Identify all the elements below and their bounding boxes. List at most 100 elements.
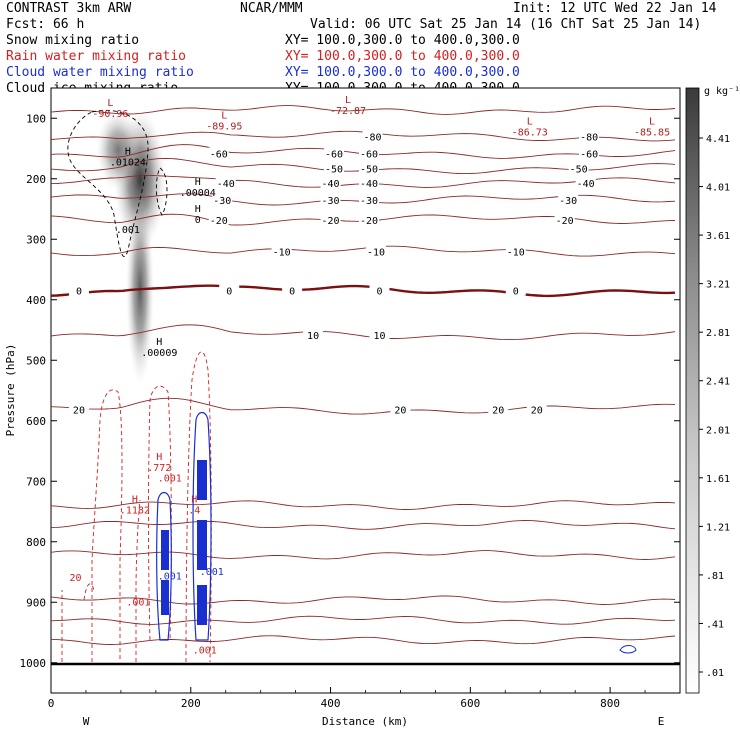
extremum-value: .01024 — [110, 158, 146, 169]
temperature-contour — [51, 397, 676, 415]
extremum-value: -86.73 — [512, 127, 548, 138]
contour-label-bg — [568, 162, 589, 174]
contour-label-bg — [212, 193, 233, 205]
temperature-contour-label: -40 — [322, 179, 340, 190]
rain-contour-4 — [185, 351, 212, 663]
temperature-contour — [51, 500, 676, 510]
temperature-contour-label: 0 — [513, 287, 519, 298]
x-tick-label: 600 — [460, 697, 480, 710]
extremum-value: 0 — [195, 215, 201, 226]
extremum-marker: L — [107, 98, 113, 109]
contour-label-bg — [362, 130, 383, 142]
field-snow-name: Snow mixing ratio — [6, 33, 139, 48]
temperature-contour-label: 0 — [226, 287, 232, 298]
colorbar-ticks: 4.41 4.01 3.61 3.21 2.81 2.41 2.01 1.61 1.21 .81.… — [699, 134, 730, 679]
contour-label-bg — [358, 147, 379, 159]
temperature-contour-label: 20 — [394, 405, 406, 416]
extremum-value: .00009 — [141, 348, 177, 359]
temperature-contour — [51, 520, 676, 530]
cloud-ice-contour — [67, 109, 149, 257]
model-title: CONTRAST 3km ARW — [6, 1, 131, 16]
field-snow-xy: XY= 100.0,300.0 to 400.0,300.0 — [285, 33, 520, 48]
plot-contents: -80 -80-60 -60 -60 -60-50 -50 -50-40 -40 -40 -40-… — [51, 95, 680, 666]
temperature-contour — [51, 324, 676, 341]
temperature-contour-label: 10 — [373, 331, 385, 342]
contour-label-bg — [303, 328, 324, 340]
extremum-marker: H — [191, 494, 197, 505]
extremum-marker: H — [156, 337, 162, 348]
colorbar-tick-label: .41 — [706, 619, 724, 630]
temperature-contour-label: -30 — [322, 196, 340, 207]
temperature-contour — [51, 105, 676, 115]
temperature-contour-label: 20 — [492, 405, 504, 416]
temperature-contour-label: 0 — [376, 287, 382, 298]
extremum-value: -89.95 — [206, 121, 242, 132]
temperature-contour-label: 20 — [531, 405, 543, 416]
contour-label-bg — [505, 245, 526, 257]
contour-label-bg — [505, 284, 526, 296]
colorbar-tick-label: 3.21 — [706, 280, 730, 291]
rain-contour-2 — [135, 499, 141, 662]
extremum-marker: H — [156, 452, 162, 463]
contour-label-bg — [320, 193, 341, 205]
field-cloud-name: Cloud water mixing ratio — [6, 65, 194, 80]
colorbar-tick-label: 3.61 — [706, 231, 730, 242]
temperature-contour-label: -60 — [360, 149, 378, 160]
contour-label-bg — [320, 176, 341, 188]
temperature-contour-label: -30 — [559, 196, 577, 207]
cloud-water-contour-label: .001 — [158, 571, 182, 582]
contour-label-bg — [219, 284, 240, 296]
colorbar-tick-label: 2.41 — [706, 377, 730, 388]
temperature-contour-label: -30 — [360, 196, 378, 207]
temperature-contour-label: -20 — [322, 216, 340, 227]
y-tick-label: 500 — [26, 354, 46, 367]
contour-label-bg — [320, 213, 341, 225]
extremum-value: .1182 — [120, 505, 150, 516]
y-tick-label: 200 — [26, 173, 46, 186]
forecast-hour: Fcst: 66 h — [6, 17, 84, 32]
center-name: NCAR/MMM — [240, 1, 303, 16]
x-tick-label: 800 — [600, 697, 620, 710]
contour-label-bg — [358, 162, 379, 174]
east-label: E — [658, 715, 665, 728]
colorbar-tick-label: 2.01 — [706, 425, 730, 436]
temperature-contour-label: -60 — [210, 149, 228, 160]
y-tick-label: 100 — [26, 112, 46, 125]
contour-label-bg — [554, 213, 575, 225]
extremum-marker: H — [125, 147, 131, 158]
temperature-contour-label: -80 — [580, 132, 598, 143]
temperature-contour-label: -30 — [213, 196, 231, 207]
temperature-contour-label: -20 — [210, 216, 228, 227]
temperature-contour — [51, 550, 676, 560]
contour-label-bg — [68, 284, 89, 296]
x-tick-label: 0 — [48, 697, 55, 710]
y-tick-label: 700 — [26, 475, 46, 488]
contour-labels: -80 -80-60 -60 -60 -60-50 -50 -50-40 -40 -40 -40-… — [68, 95, 670, 657]
contour-label-bg — [358, 193, 379, 205]
extremum-value: -72.87 — [330, 106, 366, 117]
y-tick-label: 600 — [26, 415, 46, 428]
cloud-water-contour-3 — [619, 645, 637, 654]
contour-label-bg — [324, 162, 345, 174]
contour-label-bg — [68, 403, 89, 415]
temperature-contour — [51, 615, 676, 625]
contour-label-bg — [208, 213, 229, 225]
colorbar — [685, 87, 700, 694]
colorbar-unit: g kg⁻¹ — [704, 86, 740, 97]
rain-contour-1 — [91, 389, 123, 662]
contour-label-bg — [271, 245, 292, 257]
temperature-contour-label: 0 — [289, 287, 295, 298]
y-axis-title: Pressure (hPa) — [4, 344, 17, 437]
extremum-marker: H — [195, 177, 201, 188]
temperature-contour-label: -60 — [325, 149, 343, 160]
x-axis-title: Distance (km) — [322, 715, 408, 728]
contour-label-bg — [575, 176, 596, 188]
rain-contour-5 — [61, 583, 95, 662]
field-cloud-xy: XY= 100.0,300.0 to 400.0,300.0 — [285, 65, 520, 80]
contour-label-bg — [358, 213, 379, 225]
field-rain-name: Rain water mixing ratio — [6, 49, 186, 64]
colorbar-tick-label: 4.01 — [706, 183, 730, 194]
extremum-value: -85.85 — [634, 127, 670, 138]
rain-contour-label: .001 — [126, 597, 150, 608]
extremum-value: .4 — [188, 505, 200, 516]
